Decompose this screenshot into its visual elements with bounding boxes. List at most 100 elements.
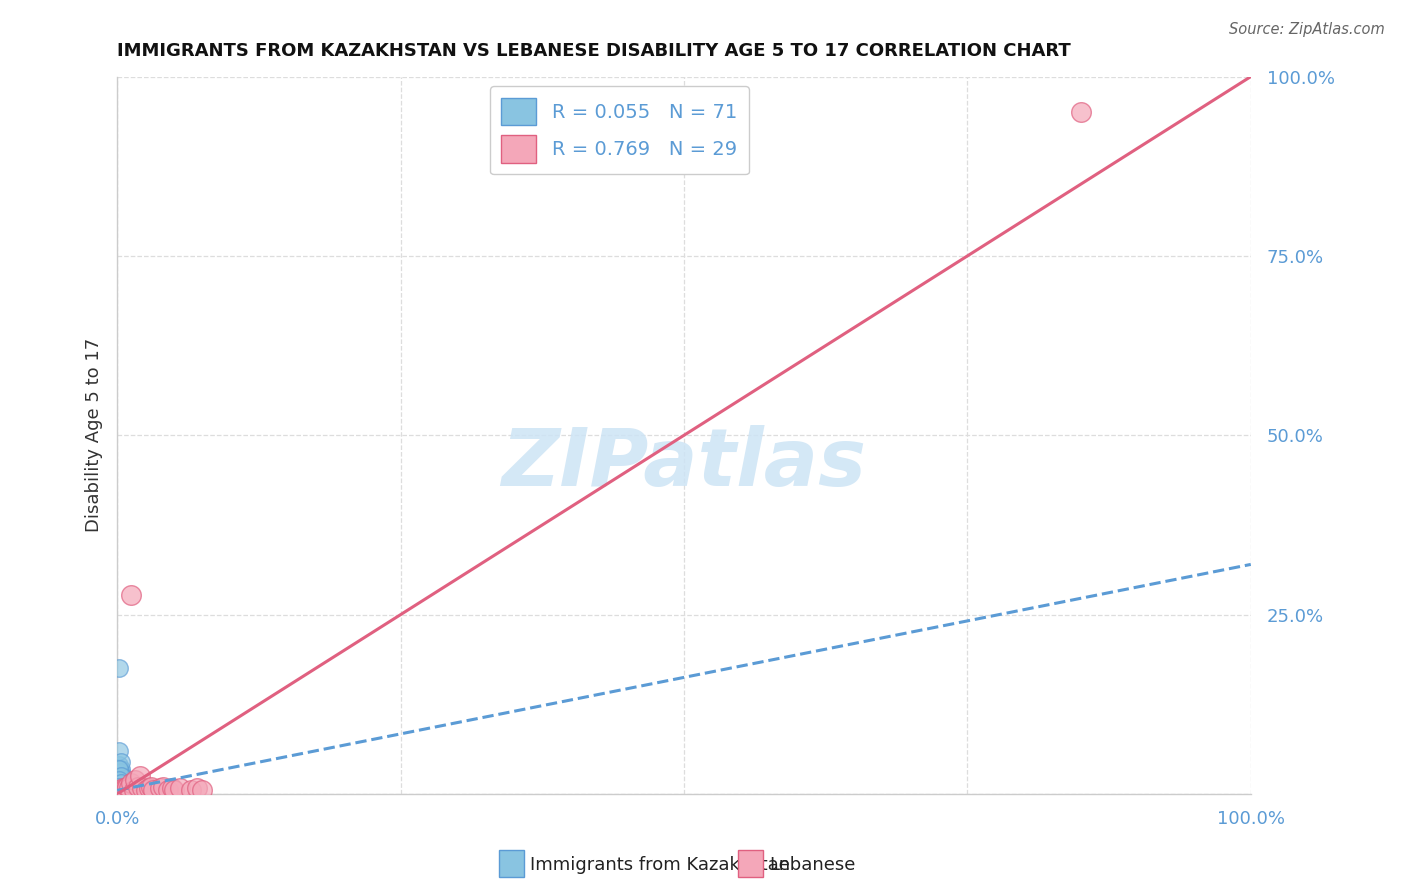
Point <box>108 783 131 797</box>
Point <box>111 776 134 790</box>
Point <box>110 783 132 797</box>
Point <box>128 769 150 783</box>
Point <box>108 783 131 797</box>
Point <box>108 783 131 797</box>
Point <box>115 780 138 794</box>
Point <box>110 783 132 797</box>
Point <box>160 781 183 796</box>
Point <box>111 783 134 797</box>
Point <box>138 781 160 796</box>
Point <box>110 762 132 776</box>
Legend: R = 0.055   N = 71, R = 0.769   N = 29: R = 0.055 N = 71, R = 0.769 N = 29 <box>489 87 749 175</box>
Point <box>107 783 129 797</box>
Point <box>108 783 131 797</box>
Point <box>107 783 129 797</box>
Point <box>111 783 134 797</box>
Point <box>115 783 138 797</box>
Point <box>108 783 131 797</box>
Point <box>108 783 131 797</box>
Point <box>110 783 132 797</box>
Point <box>110 772 132 787</box>
Point <box>186 781 208 796</box>
Point <box>108 783 131 797</box>
Point <box>1070 105 1092 120</box>
Point <box>142 783 165 797</box>
Point <box>152 780 174 794</box>
Point <box>108 769 131 783</box>
Point <box>110 783 132 797</box>
Point <box>111 783 134 797</box>
Text: IMMIGRANTS FROM KAZAKHSTAN VS LEBANESE DISABILITY AGE 5 TO 17 CORRELATION CHART: IMMIGRANTS FROM KAZAKHSTAN VS LEBANESE D… <box>117 42 1071 60</box>
Text: Source: ZipAtlas.com: Source: ZipAtlas.com <box>1229 22 1385 37</box>
Point <box>110 769 132 783</box>
Point <box>112 783 135 797</box>
Point <box>111 783 134 797</box>
Point <box>110 769 132 783</box>
Point <box>110 780 132 794</box>
Point <box>108 778 131 792</box>
Point <box>111 780 134 794</box>
Point <box>141 780 163 794</box>
Text: Lebanese: Lebanese <box>769 856 855 874</box>
Point <box>108 772 131 787</box>
Point <box>108 758 131 772</box>
Point <box>180 783 202 797</box>
Point <box>111 783 134 797</box>
Point <box>169 781 191 796</box>
Point <box>111 781 134 796</box>
Point <box>112 783 135 797</box>
Point <box>110 783 132 797</box>
Point <box>120 776 142 790</box>
Point <box>107 780 129 794</box>
Point <box>117 780 139 794</box>
Point <box>191 783 214 797</box>
Point <box>111 772 134 787</box>
Point <box>110 755 132 769</box>
Point <box>108 783 131 797</box>
Point <box>111 781 134 796</box>
Point <box>108 765 131 780</box>
Point <box>110 781 132 796</box>
Point <box>131 781 153 796</box>
Point <box>149 781 172 796</box>
Point <box>108 783 131 797</box>
Point <box>163 783 186 797</box>
Point <box>110 765 132 780</box>
Text: Immigrants from Kazakhstan: Immigrants from Kazakhstan <box>530 856 790 874</box>
Point <box>107 783 129 797</box>
Point <box>122 783 145 797</box>
Point <box>114 781 136 796</box>
Point <box>111 783 134 797</box>
Point <box>110 776 132 790</box>
Point <box>117 783 139 797</box>
Point <box>124 772 146 787</box>
Point <box>108 744 131 758</box>
Point <box>110 776 132 790</box>
Point <box>108 762 131 776</box>
Text: ZIPatlas: ZIPatlas <box>502 425 866 503</box>
Point <box>110 783 132 797</box>
Point <box>135 783 157 797</box>
Point <box>117 781 139 796</box>
Point <box>107 783 129 797</box>
Point <box>112 780 135 794</box>
Point <box>127 780 149 794</box>
Point <box>110 783 132 797</box>
Point <box>111 781 134 796</box>
Point <box>110 783 132 797</box>
Point <box>108 772 131 787</box>
Point <box>111 776 134 790</box>
Point <box>110 783 132 797</box>
Point <box>115 783 138 797</box>
Point <box>108 783 131 797</box>
Point <box>108 783 131 797</box>
Point <box>108 780 131 794</box>
Point <box>108 781 131 796</box>
Point <box>112 781 135 796</box>
Point <box>114 783 136 797</box>
Point <box>157 783 180 797</box>
Point <box>114 781 136 796</box>
Point <box>108 661 131 675</box>
Point <box>108 776 131 790</box>
Point <box>111 769 134 783</box>
